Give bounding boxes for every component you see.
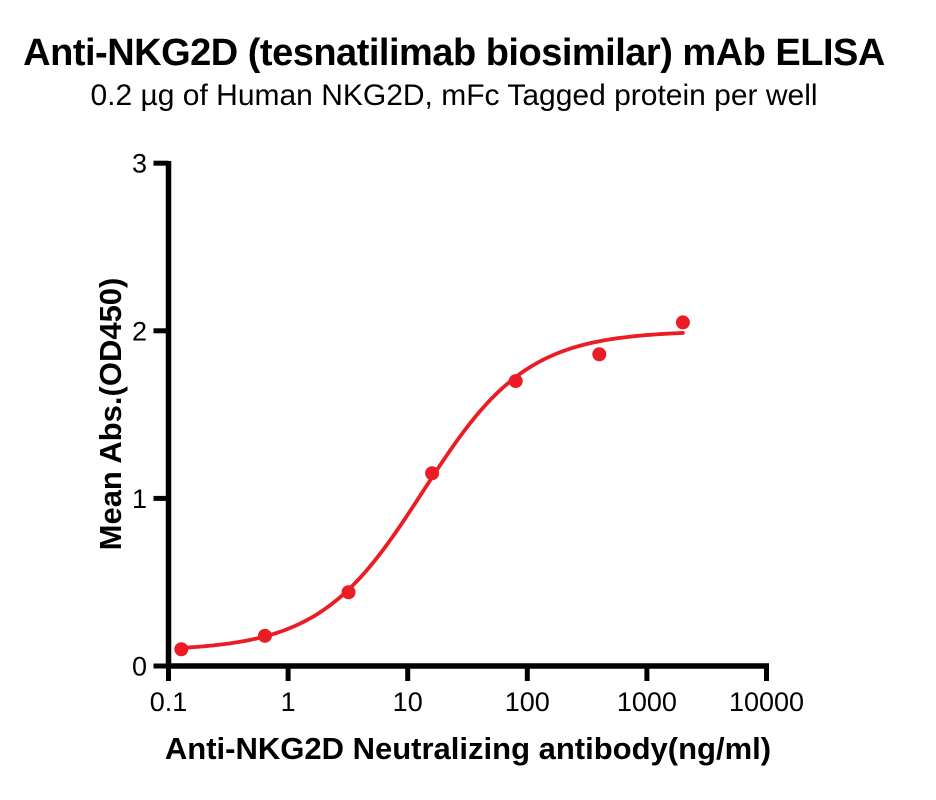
x-tick-label: 1000 [617,687,677,717]
data-points-group [174,315,690,657]
data-point [257,628,272,643]
fit-curve-group [179,331,685,650]
y-tick-label: 1 [132,484,147,514]
data-point [425,466,440,481]
x-tick-label: 10000 [729,687,804,717]
data-point [675,315,690,330]
x-axis-ticks: 0.1 1 10 100 1000 10000 [150,666,804,717]
data-point [508,374,523,389]
x-tick-label: 10 [393,687,423,717]
y-tick-label: 0 [132,652,147,682]
fit-curve [179,331,685,650]
y-axis-ticks: 0 1 2 3 [132,149,169,682]
x-tick-label: 100 [505,687,550,717]
y-axis-title: Mean Abs.(OD450) [93,278,128,551]
data-point [174,642,189,657]
x-tick-label: 1 [281,687,296,717]
chart-title: Anti-NKG2D (tesnatilimab biosimilar) mAb… [23,32,885,74]
y-tick-label: 3 [132,149,147,179]
x-tick-label: 0.1 [150,687,188,717]
data-point [592,347,607,362]
y-tick-label: 2 [132,316,147,346]
chart-subtitle: 0.2 µg of Human NKG2D, mFc Tagged protei… [90,79,818,112]
x-axis-title: Anti-NKG2D Neutralizing antibody(ng/ml) [165,731,771,766]
data-point [341,585,356,600]
